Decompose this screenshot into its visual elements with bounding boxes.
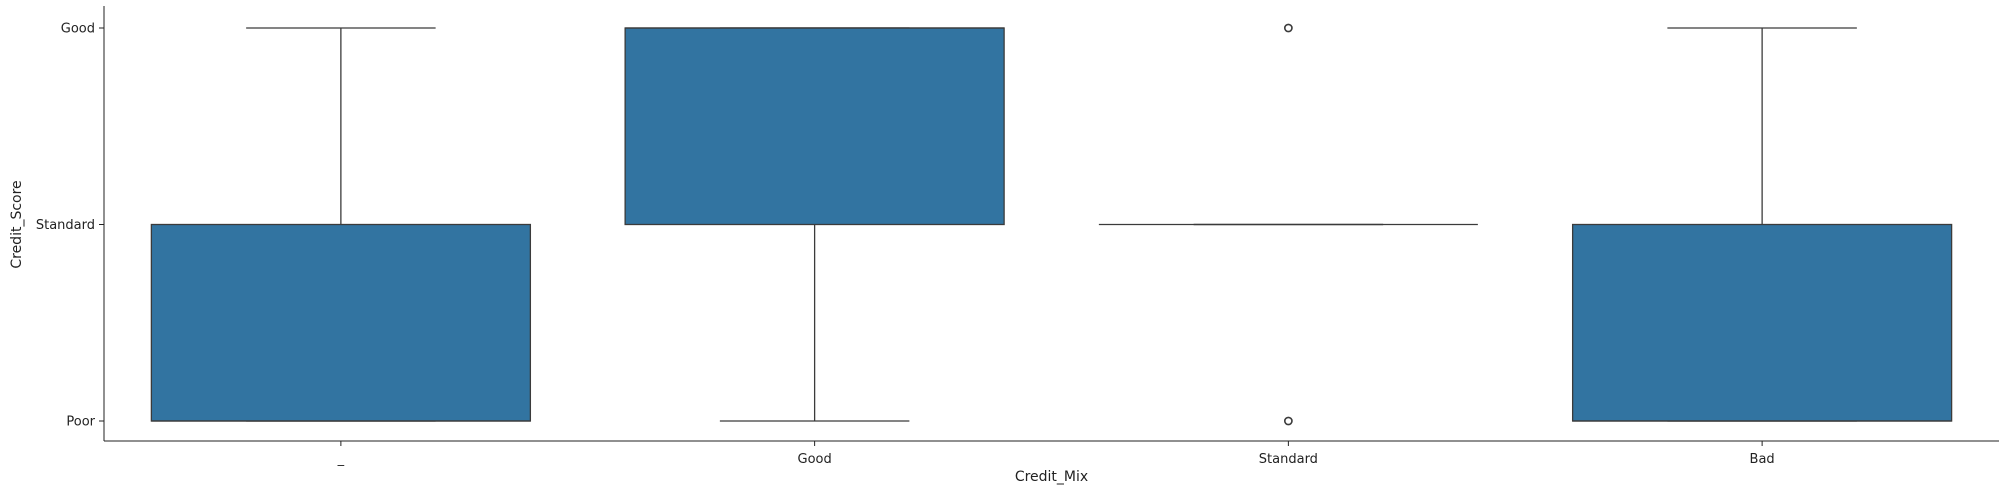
x-axis-label: Credit_Mix xyxy=(1015,469,1088,485)
x-tick-label: _ xyxy=(337,452,345,467)
x-tick-label: Standard xyxy=(1259,452,1318,467)
outlier-point xyxy=(1283,23,1293,33)
box-group-0 xyxy=(150,27,532,422)
box xyxy=(1571,223,1953,422)
box-group-2 xyxy=(1098,23,1478,426)
y-axis-label: Credit_Score xyxy=(9,180,25,268)
box xyxy=(150,223,532,422)
box-group-1 xyxy=(624,27,1005,422)
y-tick-label: Poor xyxy=(66,415,95,430)
axes: Poor Standard Good _ Good Standard Bad xyxy=(36,6,1999,467)
box-group-3 xyxy=(1571,27,1953,422)
outlier-point xyxy=(1283,416,1293,426)
box xyxy=(624,27,1005,226)
x-tick-label: Good xyxy=(798,452,832,467)
x-tick-label: Bad xyxy=(1750,452,1775,467)
y-tick-label: Good xyxy=(61,22,95,37)
y-tick-label: Standard xyxy=(36,218,95,233)
plot-area xyxy=(150,23,1953,426)
